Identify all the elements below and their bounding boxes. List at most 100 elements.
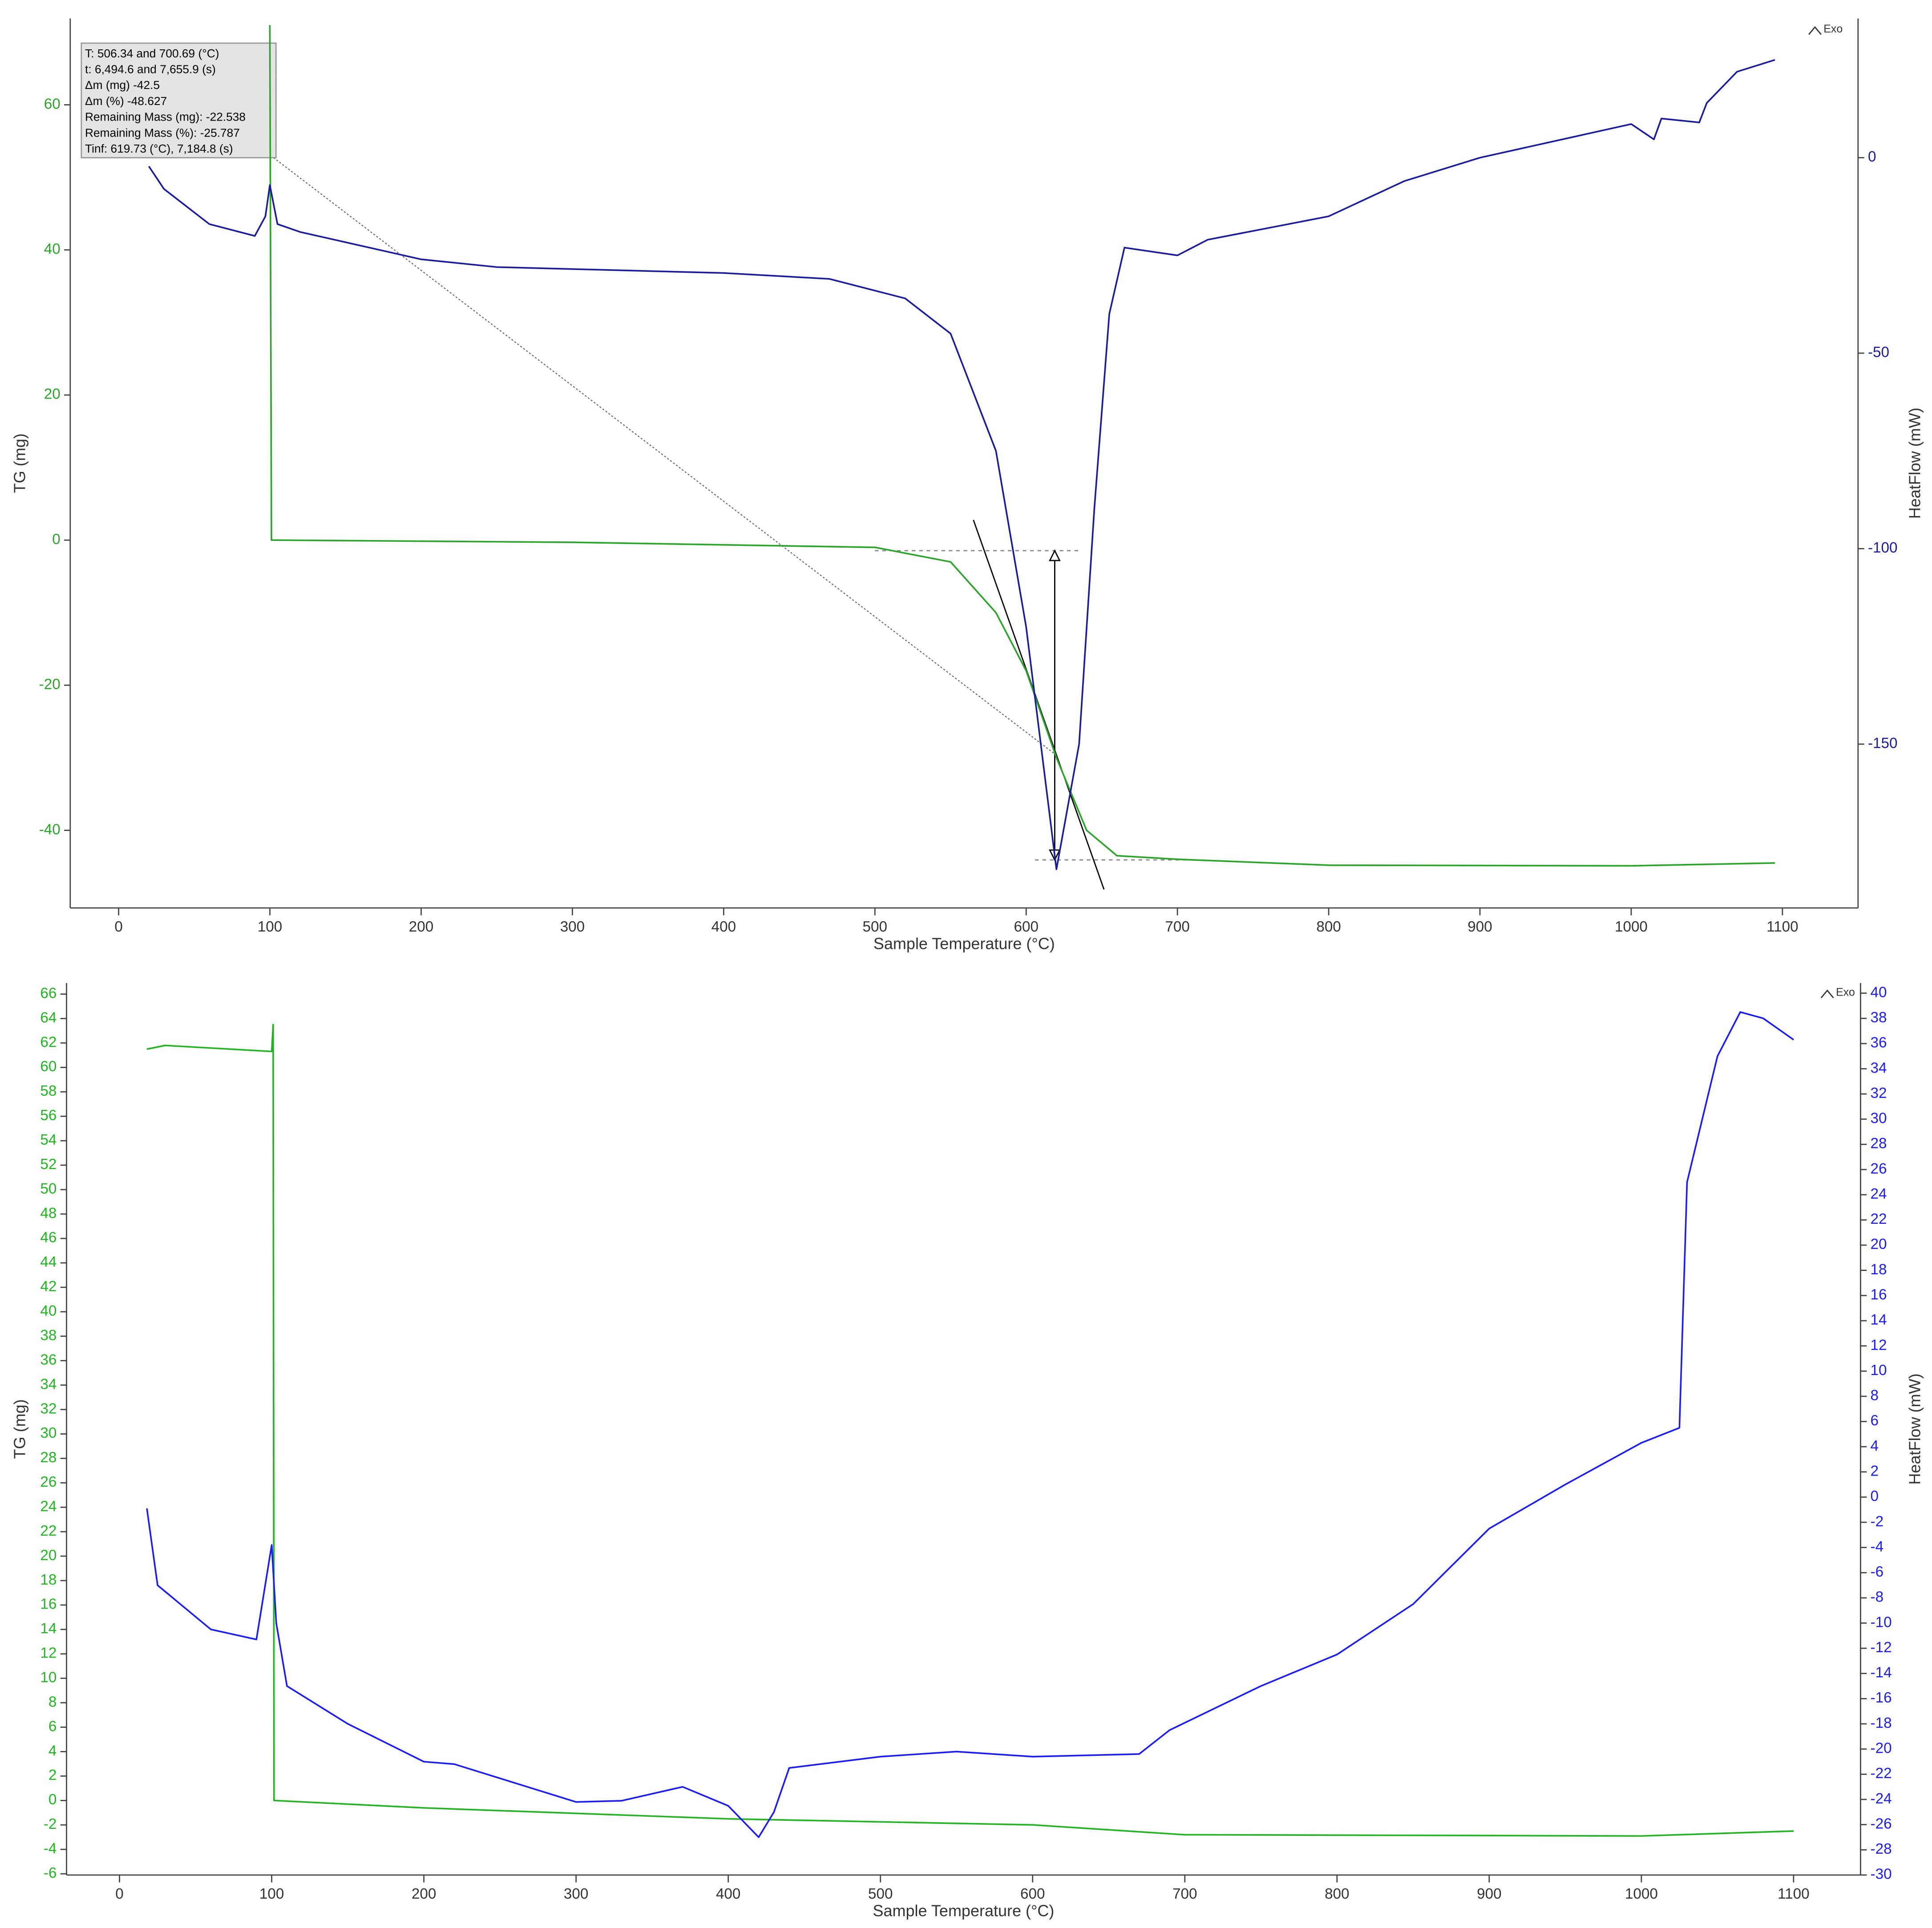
y2-tick-label: -30 bbox=[1871, 1866, 1892, 1883]
y2-tick-label: 8 bbox=[1871, 1388, 1879, 1404]
x-tick-label: 1100 bbox=[1766, 919, 1798, 935]
y2-tick-label: -6 bbox=[1871, 1564, 1884, 1580]
y2-tick-label: 30 bbox=[1871, 1110, 1887, 1127]
y2-tick-label: -24 bbox=[1871, 1791, 1892, 1807]
annotation-line: Δm (mg) -42.5 bbox=[85, 78, 160, 92]
x-tick-label: 0 bbox=[114, 919, 122, 935]
x-tick-label: 200 bbox=[409, 919, 433, 935]
y2-tick-label: -12 bbox=[1871, 1639, 1892, 1656]
y-tick-label: 52 bbox=[40, 1156, 57, 1173]
y-tick-label: 22 bbox=[40, 1523, 57, 1539]
y-axis-label: TG (mg) bbox=[11, 1399, 29, 1459]
y-tick-label: 0 bbox=[49, 1791, 57, 1808]
y2-tick-label: 22 bbox=[1871, 1211, 1887, 1227]
y-tick-label: 12 bbox=[40, 1645, 57, 1662]
y-tick-label: 36 bbox=[40, 1351, 57, 1368]
y-tick-label: 60 bbox=[40, 1058, 57, 1075]
y2-tick-label: 24 bbox=[1871, 1186, 1887, 1202]
y-tick-label: 28 bbox=[40, 1449, 57, 1466]
y2-tick-label: -50 bbox=[1868, 344, 1889, 361]
y2-tick-label: -14 bbox=[1871, 1665, 1892, 1681]
arrow-head bbox=[1049, 549, 1061, 561]
y-tick-label: -4 bbox=[44, 1840, 57, 1857]
y-tick-label: -20 bbox=[39, 676, 61, 693]
x-tick-label: 300 bbox=[560, 919, 585, 935]
y2-tick-label: 36 bbox=[1871, 1035, 1887, 1051]
series-line bbox=[148, 59, 1775, 870]
annotation-line: Tinf: 619.73 (°C), 7,184.8 (s) bbox=[85, 142, 233, 155]
y-tick-label: -6 bbox=[44, 1865, 57, 1881]
x-tick-label: 1100 bbox=[1778, 1886, 1809, 1902]
x-tick-label: 1000 bbox=[1625, 1886, 1658, 1902]
y2-tick-label: 40 bbox=[1871, 984, 1887, 1000]
y2-tick-label: 28 bbox=[1871, 1135, 1887, 1152]
y-tick-label: 62 bbox=[40, 1034, 57, 1050]
x-tick-label: 700 bbox=[1165, 919, 1189, 935]
y2-tick-label: -16 bbox=[1871, 1690, 1892, 1706]
y-tick-label: 26 bbox=[40, 1474, 57, 1490]
y-tick-label: 50 bbox=[40, 1181, 57, 1197]
y2-tick-label: 18 bbox=[1871, 1261, 1887, 1278]
y2-tick-label: -22 bbox=[1871, 1765, 1892, 1782]
x-tick-label: 600 bbox=[1014, 919, 1039, 935]
y2-tick-label: 6 bbox=[1871, 1412, 1879, 1429]
x-tick-label: 100 bbox=[258, 919, 282, 935]
x-tick-label: 400 bbox=[711, 919, 736, 935]
y2-axis-label: HeatFlow (mW) bbox=[1906, 407, 1924, 519]
y-tick-label: 38 bbox=[40, 1327, 57, 1343]
y2-tick-label: 20 bbox=[1871, 1236, 1887, 1253]
x-tick-label: 900 bbox=[1467, 919, 1492, 935]
y2-tick-label: -100 bbox=[1868, 540, 1897, 556]
annotation-line: t: 6,494.6 and 7,655.9 (s) bbox=[85, 63, 216, 76]
y2-tick-label: -2 bbox=[1871, 1513, 1884, 1530]
y2-tick-label: 2 bbox=[1871, 1463, 1879, 1479]
series-line bbox=[146, 1011, 1795, 1838]
x-tick-label: 300 bbox=[564, 1886, 588, 1902]
y2-tick-label: -26 bbox=[1871, 1815, 1892, 1832]
y-tick-label: 20 bbox=[40, 1547, 57, 1564]
y-tick-label: 0 bbox=[52, 531, 60, 548]
x-tick-label: 200 bbox=[412, 1886, 436, 1902]
y-tick-label: 20 bbox=[44, 386, 61, 403]
y2-tick-label: -20 bbox=[1871, 1740, 1892, 1757]
y-tick-label: 42 bbox=[40, 1279, 57, 1295]
exo-label: Exo bbox=[1823, 23, 1843, 35]
x-axis-label: Sample Temperature (°C) bbox=[873, 1902, 1055, 1920]
y2-tick-label: -28 bbox=[1871, 1841, 1892, 1857]
x-tick-label: 500 bbox=[863, 919, 887, 935]
y2-tick-label: 0 bbox=[1871, 1488, 1879, 1504]
y-tick-label: 32 bbox=[40, 1400, 57, 1417]
x-tick-label: 0 bbox=[115, 1886, 123, 1902]
y-tick-label: 34 bbox=[40, 1376, 57, 1392]
y2-tick-label: -4 bbox=[1871, 1538, 1884, 1555]
y-tick-label: 60 bbox=[44, 96, 61, 112]
y2-tick-label: 16 bbox=[1871, 1287, 1887, 1303]
y2-tick-label: 26 bbox=[1871, 1161, 1887, 1177]
y-tick-label: 64 bbox=[40, 1009, 57, 1026]
annotation-line: Δm (%) -48.627 bbox=[85, 94, 167, 108]
y-tick-label: 54 bbox=[40, 1132, 57, 1148]
y-tick-label: 40 bbox=[40, 1303, 57, 1319]
guide-line bbox=[273, 157, 1055, 754]
y2-tick-label: 10 bbox=[1871, 1362, 1887, 1379]
exo-caret bbox=[1820, 989, 1834, 999]
series-line bbox=[146, 1024, 1794, 1837]
series-line bbox=[269, 25, 1775, 867]
y2-tick-label: 4 bbox=[1871, 1438, 1879, 1454]
annotation-line: Remaining Mass (mg): -22.538 bbox=[85, 110, 246, 124]
annotation-line: T: 506.34 and 700.69 (°C) bbox=[85, 47, 219, 60]
y2-tick-label: -8 bbox=[1871, 1589, 1884, 1605]
x-axis-label: Sample Temperature (°C) bbox=[873, 935, 1055, 953]
exo-label: Exo bbox=[1836, 986, 1855, 999]
x-tick-label: 400 bbox=[716, 1886, 740, 1902]
y-tick-label: -40 bbox=[39, 821, 61, 838]
y2-tick-label: 34 bbox=[1871, 1060, 1887, 1076]
y-tick-label: 4 bbox=[49, 1742, 57, 1759]
y-tick-label: 10 bbox=[40, 1670, 57, 1686]
y-tick-label: 48 bbox=[40, 1205, 57, 1222]
y-tick-label: 14 bbox=[40, 1621, 57, 1637]
y-tick-label: -2 bbox=[44, 1816, 57, 1832]
y-tick-label: 56 bbox=[40, 1107, 57, 1124]
y-tick-label: 66 bbox=[40, 985, 57, 1001]
